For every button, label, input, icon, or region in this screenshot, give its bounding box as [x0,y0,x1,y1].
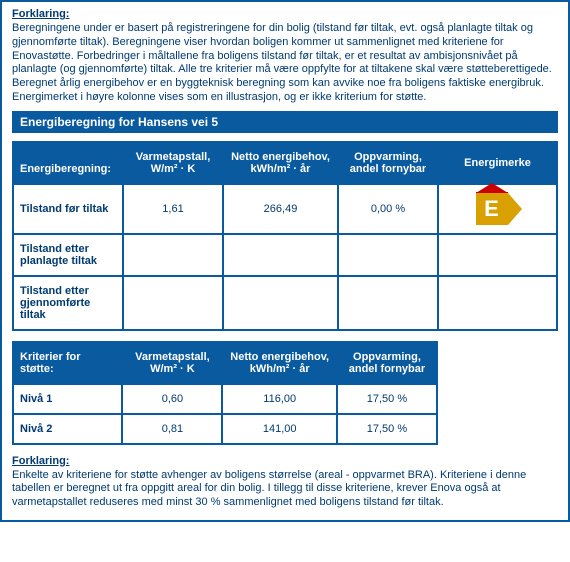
bottom-explanation: Forklaring: Enkelte av kriteriene for st… [12,455,558,510]
t1-head-c3: Oppvarming, andel fornybar [338,142,438,184]
table-row: Nivå 2 0,81 141,00 17,50 % [13,414,437,444]
top-explanation: Forklaring: Beregningene under er basert… [12,8,558,105]
t2-r1-label: Nivå 2 [13,414,122,444]
top-explain-text: Beregningene under er basert på registre… [12,22,558,105]
t2-r1-v2: 141,00 [222,414,337,444]
t1-r2-label: Tilstand etter gjennomførte tiltak [13,276,123,330]
t1-head-c1: Varmetapstall, W/m² · K [123,142,223,184]
t1-r2-v3 [338,276,438,330]
energy-table: Energiberegning: Varmetapstall, W/m² · K… [12,141,558,331]
t1-r1-v1 [123,234,223,276]
t1-r0-v2: 266,49 [223,184,338,234]
bottom-explain-title: Forklaring: [12,455,558,467]
t1-r2-v1 [123,276,223,330]
energy-label-icon: E [476,193,520,225]
t2-r0-v3: 17,50 % [337,384,437,414]
criteria-table: Kriterier for støtte: Varmetapstall, W/m… [12,341,438,445]
t2-r1-v3: 17,50 % [337,414,437,444]
top-explain-title: Forklaring: [12,8,558,20]
t2-head-c2: Netto energibehov, kWh/m² · år [222,342,337,384]
t1-r0-label: Tilstand før tiltak [13,184,123,234]
table-row: Nivå 1 0,60 116,00 17,50 % [13,384,437,414]
section-banner: Energiberegning for Hansens vei 5 [12,111,558,133]
t1-r1-v3 [338,234,438,276]
t1-r0-mark: E [438,184,557,234]
bottom-explain-text: Enkelte av kriteriene for støtte avhenge… [12,469,558,510]
t2-r0-label: Nivå 1 [13,384,122,414]
document-frame: Forklaring: Beregningene under er basert… [0,0,570,522]
t1-head-c4: Energimerke [438,142,557,184]
t1-r1-v2 [223,234,338,276]
table-row: Tilstand etter planlagte tiltak [13,234,557,276]
t1-r2-mark [438,276,557,330]
t1-r1-label: Tilstand etter planlagte tiltak [13,234,123,276]
t2-head-c3: Oppvarming, andel fornybar [337,342,437,384]
t1-r0-v3: 0,00 % [338,184,438,234]
t2-head-c1: Varmetapstall, W/m² · K [122,342,222,384]
t1-r1-mark [438,234,557,276]
t2-head-row: Kriterier for støtte: [13,342,122,384]
table-row: Tilstand etter gjennomførte tiltak [13,276,557,330]
t1-r0-v1: 1,61 [123,184,223,234]
t1-head-c2: Netto energibehov, kWh/m² · år [223,142,338,184]
t2-r0-v2: 116,00 [222,384,337,414]
energy-grade: E [476,193,508,225]
table-row: Tilstand før tiltak 1,61 266,49 0,00 % E [13,184,557,234]
t1-r2-v2 [223,276,338,330]
t1-head-row: Energiberegning: [13,142,123,184]
t2-r0-v1: 0,60 [122,384,222,414]
t2-r1-v1: 0,81 [122,414,222,444]
arrow-icon [508,193,522,225]
